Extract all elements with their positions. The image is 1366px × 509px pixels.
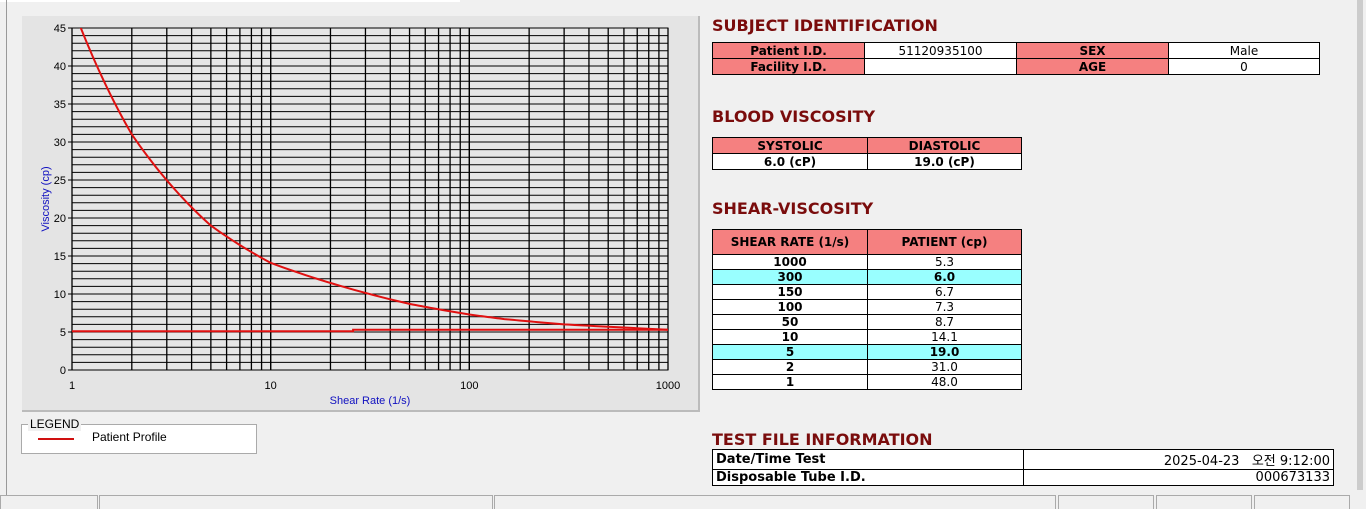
facility-label: Facility I.D. — [712, 58, 865, 75]
legend: LEGEND Patient Profile — [21, 417, 257, 454]
y-tick-label: 0 — [60, 365, 66, 377]
legend-item: Patient Profile — [92, 430, 167, 444]
sex: Male — [1168, 42, 1320, 59]
sex-label: SEX — [1016, 42, 1169, 59]
patient-cell: 19.0 — [867, 344, 1022, 360]
testfile-title: TEST FILE INFORMATION — [712, 430, 933, 449]
status-bar — [0, 495, 1366, 509]
patient-id-label: Patient I.D. — [712, 42, 865, 59]
diastolic-label: DIASTOLIC — [867, 137, 1022, 154]
legend-title: LEGEND — [28, 417, 82, 431]
top-strip — [0, 0, 460, 2]
patient-cell: 6.7 — [867, 284, 1022, 300]
subject-title: SUBJECT IDENTIFICATION — [712, 16, 938, 35]
plot-area — [71, 27, 669, 371]
y-tick-label: 20 — [54, 213, 66, 225]
table-row: 2 31.0 — [712, 359, 1022, 375]
subject-table: Patient I.D. 51120935100 SEX Male Facility … — [712, 42, 1320, 75]
table-row: 50 8.7 — [712, 314, 1022, 330]
status-pane — [0, 495, 98, 509]
patient-cell: 14.1 — [867, 329, 1022, 345]
chart-svg: 0 5 10 15 20 25 30 35 40 45 1 10 100 1000 Shear Rate (… — [40, 23, 680, 407]
testfile-table: Date/Time Test 2025-04-23 오전 9:12:00 Disp… — [712, 449, 1334, 486]
series-line — [79, 28, 668, 331]
legend-line-swatch — [38, 438, 74, 440]
y-tick-label: 15 — [54, 251, 66, 263]
x-axis-label: Shear Rate (1/s) — [330, 395, 411, 407]
age: 0 — [1168, 58, 1320, 75]
status-pane — [1058, 495, 1154, 509]
table-row: 1 48.0 — [712, 374, 1022, 390]
status-pane — [99, 495, 493, 509]
systolic-label: SYSTOLIC — [712, 137, 868, 154]
y-tick-label: 5 — [60, 327, 66, 339]
shear-rate-cell: 10 — [712, 329, 868, 345]
y-tick-label: 30 — [54, 137, 66, 149]
tube-value: 000673133 — [1023, 469, 1334, 486]
shear-rate-cell: 300 — [712, 269, 868, 285]
shear-title: SHEAR-VISCOSITY — [712, 199, 874, 218]
patient-cell: 31.0 — [867, 359, 1022, 375]
x-tick-label: 100 — [460, 380, 478, 392]
y-axis-label: Viscosity (cp) — [40, 166, 52, 231]
shear-rate-cell: 50 — [712, 314, 868, 330]
facility-id — [864, 58, 1017, 75]
systolic-value: 6.0 (cP) — [712, 153, 868, 170]
patient-cell: 8.7 — [867, 314, 1022, 330]
left-edge — [6, 0, 7, 495]
status-pane — [1254, 495, 1350, 509]
age-label: AGE — [1016, 58, 1169, 75]
diastolic-value: 19.0 (cP) — [867, 153, 1022, 170]
shear-rate-cell: 1000 — [712, 254, 868, 270]
date-value: 2025-04-23 오전 9:12:00 — [1023, 449, 1334, 470]
shear-rate-cell: 5 — [712, 344, 868, 360]
y-tick-label: 25 — [54, 175, 66, 187]
y-tick-label: 40 — [54, 61, 66, 73]
x-tick-label: 1 — [69, 380, 75, 392]
shear-rate-cell: 150 — [712, 284, 868, 300]
blood-table: SYSTOLIC DIASTOLIC 6.0 (cP) 19.0 (cP) — [712, 137, 1022, 170]
x-tick-label: 10 — [265, 380, 277, 392]
date-label: Date/Time Test — [712, 449, 1024, 470]
table-row: 5 19.0 — [712, 344, 1022, 360]
status-pane — [1156, 495, 1252, 509]
y-tick-label: 45 — [54, 23, 66, 35]
scrollbar[interactable] — [1357, 0, 1363, 490]
y-tick-label: 35 — [54, 99, 66, 111]
patient-id: 51120935100 — [864, 42, 1017, 59]
patient-header: PATIENT (cp) — [867, 229, 1022, 255]
table-row: 10 14.1 — [712, 329, 1022, 345]
table-row: 1000 5.3 — [712, 254, 1022, 270]
shear-rate-header: SHEAR RATE (1/s) — [712, 229, 868, 255]
blood-title: BLOOD VISCOSITY — [712, 107, 876, 126]
shear-rate-cell: 100 — [712, 299, 868, 315]
tube-label: Disposable Tube I.D. — [712, 469, 1024, 486]
patient-cell: 7.3 — [867, 299, 1022, 315]
table-row: 100 7.3 — [712, 299, 1022, 315]
status-pane — [494, 495, 1056, 509]
patient-cell: 48.0 — [867, 374, 1022, 390]
series-line — [72, 328, 668, 333]
shear-table: SHEAR RATE (1/s) PATIENT (cp) 1000 5.3 300 6… — [712, 229, 1022, 390]
y-tick-label: 10 — [54, 289, 66, 301]
shear-rate-cell: 1 — [712, 374, 868, 390]
table-row: 300 6.0 — [712, 269, 1022, 285]
viscosity-chart: 0 5 10 15 20 25 30 35 40 45 1 10 100 1000 Shear Rate (… — [22, 16, 700, 412]
table-row: 150 6.7 — [712, 284, 1022, 300]
shear-rate-cell: 2 — [712, 359, 868, 375]
patient-cell: 5.3 — [867, 254, 1022, 270]
x-tick-label: 1000 — [656, 380, 680, 392]
patient-cell: 6.0 — [867, 269, 1022, 285]
